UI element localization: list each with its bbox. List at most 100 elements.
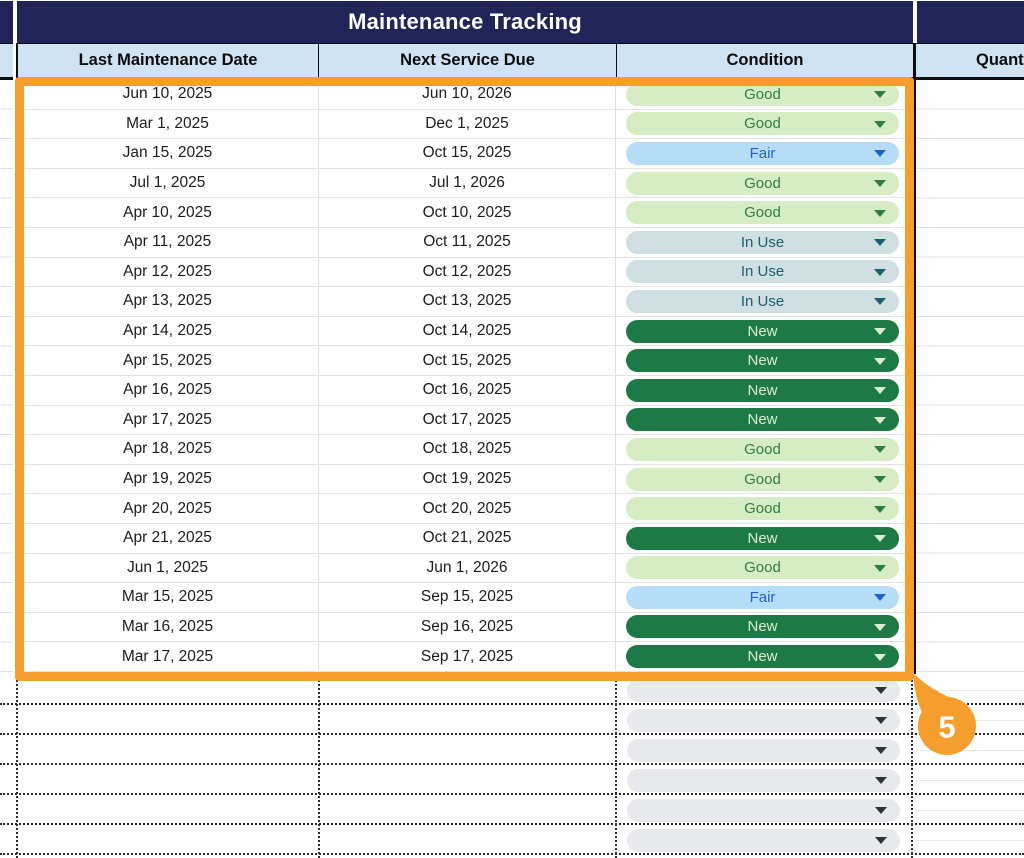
cell-next-service-due[interactable]: Oct 21, 2025 — [319, 523, 616, 553]
cell-next-service-due[interactable]: Oct 13, 2025 — [319, 287, 616, 316]
condition-dropdown[interactable]: In Use — [626, 230, 899, 254]
cell-next-service-due[interactable]: Oct 15, 2025 — [319, 346, 616, 375]
cell-next-service-due[interactable]: Oct 18, 2025 — [319, 435, 616, 464]
cell-last-maintenance-date[interactable]: Jun 10, 2025 — [17, 80, 319, 109]
cell-condition[interactable]: New — [616, 524, 912, 553]
cell-last-maintenance-date[interactable]: Apr 11, 2025 — [17, 227, 319, 257]
condition-dropdown[interactable]: In Use — [626, 260, 899, 284]
cell-last-maintenance-date[interactable]: Apr 17, 2025 — [17, 405, 319, 435]
condition-dropdown[interactable]: Good — [626, 556, 899, 580]
cell-last-maintenance-date[interactable]: Mar 15, 2025 — [17, 583, 319, 612]
chevron-down-icon[interactable] — [874, 535, 886, 543]
empty-condition-dropdown[interactable] — [627, 768, 900, 792]
cell-condition[interactable]: Good — [616, 554, 912, 583]
condition-dropdown[interactable]: Good — [626, 201, 899, 225]
cell-last-maintenance-date[interactable]: Apr 20, 2025 — [17, 494, 319, 523]
cell-condition[interactable]: New — [616, 346, 912, 375]
condition-dropdown[interactable]: New — [626, 319, 899, 343]
cell-next-service-due[interactable]: Oct 17, 2025 — [319, 405, 616, 435]
condition-dropdown[interactable]: Good — [626, 82, 899, 106]
condition-dropdown[interactable]: New — [626, 378, 899, 402]
cell-next-service-due[interactable]: Jul 1, 2026 — [319, 168, 616, 198]
cell-next-service-due[interactable]: Sep 17, 2025 — [319, 642, 616, 671]
chevron-down-icon[interactable] — [874, 328, 886, 336]
condition-dropdown[interactable]: Good — [626, 467, 899, 491]
condition-dropdown[interactable]: Fair — [626, 585, 899, 609]
cell-last-maintenance-date[interactable]: Apr 13, 2025 — [17, 287, 319, 316]
chevron-down-icon[interactable] — [874, 91, 886, 99]
cell-condition[interactable]: Good — [616, 80, 912, 109]
cell-condition[interactable]: Good — [616, 110, 912, 139]
cell-last-maintenance-date[interactable]: Apr 18, 2025 — [17, 435, 319, 464]
cell-condition[interactable]: Good — [616, 465, 912, 494]
chevron-down-icon[interactable] — [874, 505, 886, 513]
chevron-down-icon[interactable] — [874, 180, 886, 188]
column-header-next-service-due[interactable]: Next Service Due — [318, 43, 616, 80]
cell-condition[interactable]: In Use — [616, 228, 912, 257]
chevron-down-icon[interactable] — [874, 623, 886, 631]
chevron-down-icon[interactable] — [874, 446, 886, 454]
chevron-down-icon[interactable] — [874, 387, 886, 395]
empty-condition-dropdown[interactable] — [627, 708, 900, 732]
condition-dropdown[interactable]: New — [626, 526, 899, 550]
chevron-down-icon[interactable] — [875, 777, 887, 784]
cell-next-service-due[interactable]: Oct 16, 2025 — [319, 375, 616, 405]
cell-last-maintenance-date[interactable]: Apr 15, 2025 — [17, 346, 319, 375]
chevron-down-icon[interactable] — [874, 594, 886, 602]
cell-condition[interactable]: New — [616, 317, 912, 346]
chevron-down-icon[interactable] — [874, 150, 886, 158]
cell-condition[interactable]: Fair — [616, 583, 912, 612]
condition-dropdown[interactable]: Good — [626, 112, 899, 136]
cell-next-service-due[interactable]: Oct 19, 2025 — [319, 464, 616, 494]
cell-last-maintenance-date[interactable]: Apr 14, 2025 — [17, 316, 319, 346]
condition-dropdown[interactable]: Good — [626, 497, 899, 521]
condition-dropdown[interactable]: New — [626, 349, 899, 373]
cell-next-service-due[interactable]: Jun 10, 2026 — [319, 80, 616, 109]
cell-last-maintenance-date[interactable]: Mar 1, 2025 — [17, 109, 319, 139]
chevron-down-icon[interactable] — [875, 807, 887, 814]
condition-dropdown[interactable]: New — [626, 408, 899, 432]
cell-condition[interactable]: In Use — [616, 287, 912, 316]
condition-dropdown[interactable]: Fair — [626, 141, 899, 165]
chevron-down-icon[interactable] — [874, 357, 886, 365]
cell-next-service-due[interactable]: Sep 16, 2025 — [319, 612, 616, 642]
chevron-down-icon[interactable] — [874, 239, 886, 247]
chevron-down-icon[interactable] — [874, 653, 886, 661]
cell-last-maintenance-date[interactable]: Jun 1, 2025 — [17, 553, 319, 583]
cell-condition[interactable]: New — [616, 376, 912, 405]
cell-next-service-due[interactable]: Jun 1, 2026 — [319, 553, 616, 583]
cell-condition[interactable]: New — [616, 642, 912, 671]
chevron-down-icon[interactable] — [874, 564, 886, 572]
cell-next-service-due[interactable]: Oct 12, 2025 — [319, 257, 616, 287]
cell-condition[interactable]: New — [616, 613, 912, 642]
cell-last-maintenance-date[interactable]: Mar 16, 2025 — [17, 612, 319, 642]
chevron-down-icon[interactable] — [875, 747, 887, 754]
empty-condition-dropdown[interactable] — [627, 828, 900, 852]
column-header-last-maintenance-date[interactable]: Last Maintenance Date — [16, 43, 318, 80]
cell-next-service-due[interactable]: Oct 14, 2025 — [319, 316, 616, 346]
cell-condition[interactable]: Good — [616, 435, 912, 464]
cell-condition[interactable]: Good — [616, 169, 912, 198]
cell-condition[interactable]: Good — [616, 198, 912, 227]
cell-next-service-due[interactable]: Oct 15, 2025 — [319, 139, 616, 168]
cell-last-maintenance-date[interactable]: Jan 15, 2025 — [17, 139, 319, 168]
cell-next-service-due[interactable]: Sep 15, 2025 — [319, 583, 616, 612]
chevron-down-icon[interactable] — [875, 687, 887, 694]
cell-condition[interactable]: Fair — [616, 139, 912, 168]
chevron-down-icon[interactable] — [875, 837, 887, 844]
chevron-down-icon[interactable] — [875, 717, 887, 724]
chevron-down-icon[interactable] — [874, 476, 886, 484]
condition-dropdown[interactable]: New — [626, 645, 899, 669]
condition-dropdown[interactable]: In Use — [626, 289, 899, 313]
chevron-down-icon[interactable] — [874, 268, 886, 276]
cell-condition[interactable]: Good — [616, 494, 912, 523]
chevron-down-icon[interactable] — [874, 209, 886, 217]
cell-next-service-due[interactable]: Oct 20, 2025 — [319, 494, 616, 523]
condition-dropdown[interactable]: New — [626, 615, 899, 639]
cell-last-maintenance-date[interactable]: Apr 21, 2025 — [17, 523, 319, 553]
cell-last-maintenance-date[interactable]: Apr 16, 2025 — [17, 375, 319, 405]
cell-last-maintenance-date[interactable]: Apr 12, 2025 — [17, 257, 319, 287]
cell-last-maintenance-date[interactable]: Apr 10, 2025 — [17, 198, 319, 227]
chevron-down-icon[interactable] — [874, 298, 886, 306]
cell-next-service-due[interactable]: Oct 11, 2025 — [319, 227, 616, 257]
